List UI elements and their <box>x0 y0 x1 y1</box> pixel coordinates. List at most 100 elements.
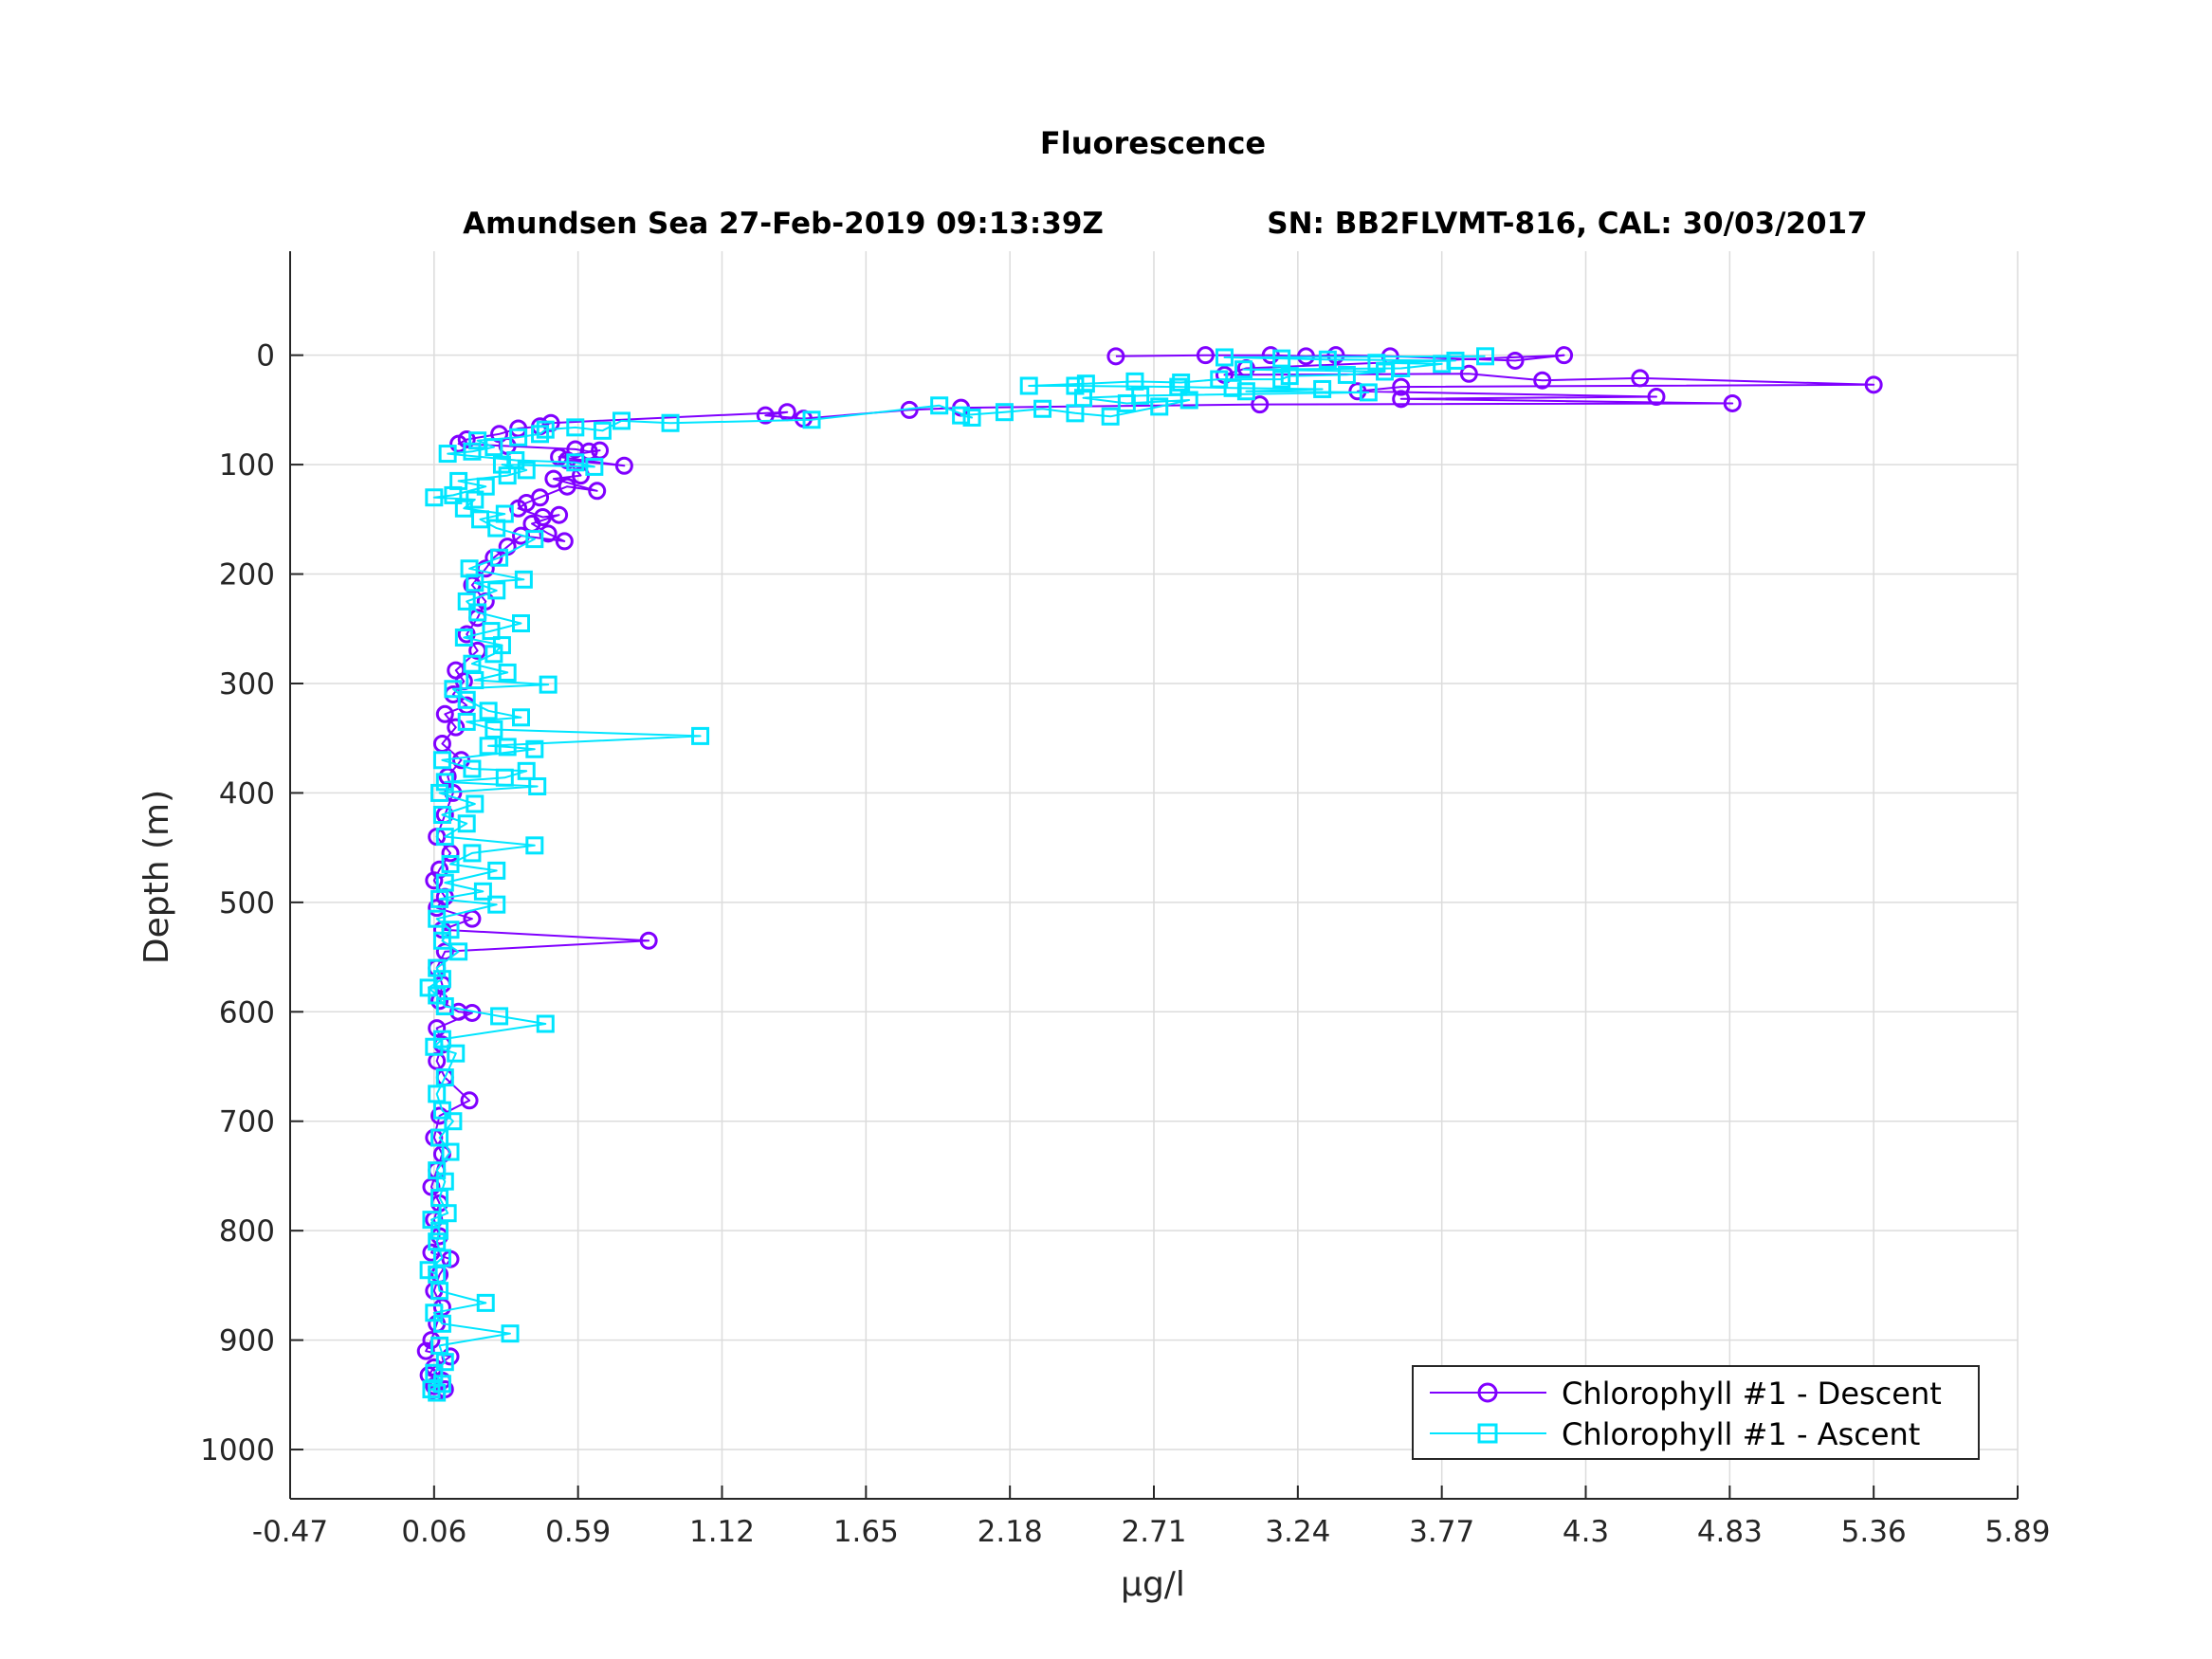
x-tick-label: 2.71 <box>1121 1515 1186 1549</box>
data-point <box>476 1293 495 1312</box>
data-point <box>490 1007 509 1026</box>
data-point <box>536 420 555 439</box>
legend-descent-marker <box>1477 1382 1498 1403</box>
y-tick-label: 300 <box>219 667 275 702</box>
data-point <box>1215 348 1234 367</box>
data-point <box>531 425 550 444</box>
data-point <box>468 603 487 622</box>
data-point <box>501 1324 520 1343</box>
data-point <box>441 921 460 939</box>
data-point <box>490 425 509 444</box>
data-point <box>428 1232 447 1251</box>
data-point <box>435 873 454 892</box>
data-point <box>1150 397 1169 416</box>
series-layer <box>416 346 1883 1402</box>
data-point <box>487 581 506 600</box>
data-point <box>512 613 531 632</box>
data-point <box>1125 372 1144 391</box>
data-point <box>536 1014 555 1033</box>
data-point <box>585 457 604 476</box>
data-point <box>517 761 536 780</box>
data-point <box>1506 351 1525 370</box>
y-tick-label: 400 <box>219 776 275 811</box>
data-point <box>509 428 528 447</box>
data-point <box>1210 370 1229 389</box>
data-point <box>1251 395 1270 414</box>
data-point <box>466 794 484 813</box>
x-tick-label: 0.06 <box>401 1515 466 1549</box>
data-point <box>525 739 544 758</box>
x-tick-label: 5.36 <box>1841 1515 1907 1549</box>
data-point <box>1169 377 1188 396</box>
y-axis-label: Depth (m) <box>137 790 176 964</box>
data-point <box>466 490 484 509</box>
data-point <box>1019 376 1038 395</box>
data-point <box>435 828 454 847</box>
series-line <box>428 355 1486 1394</box>
data-point <box>495 768 514 787</box>
data-point <box>449 471 468 490</box>
data-point <box>528 776 547 795</box>
data-point <box>463 442 482 461</box>
data-point <box>473 882 492 901</box>
data-point <box>1459 364 1478 383</box>
chart-subtitle-left: Amundsen Sea 27-Feb-2019 09:13:39Z <box>463 207 1104 241</box>
chart-title: Fluorescence <box>1040 125 1266 161</box>
data-point <box>425 488 444 507</box>
data-point <box>1647 388 1666 407</box>
x-tick-label: -0.47 <box>252 1515 328 1549</box>
data-point <box>1172 374 1191 392</box>
data-point <box>495 504 514 523</box>
data-point <box>756 406 775 425</box>
data-point <box>457 592 476 611</box>
data-point <box>422 1243 441 1262</box>
data-point <box>555 532 574 551</box>
data-point <box>447 718 466 737</box>
data-point <box>428 1161 447 1180</box>
data-point <box>1392 359 1411 378</box>
data-point <box>484 720 503 738</box>
data-point <box>517 461 536 480</box>
data-point <box>566 418 585 437</box>
data-point <box>1033 399 1052 418</box>
data-point <box>492 636 511 655</box>
data-point <box>435 1068 454 1087</box>
data-point <box>1337 365 1356 384</box>
data-point <box>1723 393 1742 412</box>
data-point <box>506 450 525 469</box>
data-point <box>425 1304 444 1322</box>
data-point <box>1261 346 1280 365</box>
y-tick-label: 1000 <box>200 1433 275 1468</box>
data-point <box>468 431 487 450</box>
data-point <box>454 628 473 647</box>
legend: Chlorophyll #1 - Descent Chlorophyll #1 … <box>1412 1365 1980 1460</box>
data-point <box>482 622 501 641</box>
x-ticks: -0.47 0.06 0.59 1.12 1.65 2.18 2.71 3.24 3.77 4.3… <box>252 1486 2051 1549</box>
data-point <box>509 499 528 518</box>
data-point <box>425 1363 444 1382</box>
data-point <box>1280 367 1299 386</box>
data-point <box>539 675 558 694</box>
data-point <box>1555 346 1574 365</box>
data-point <box>1433 355 1452 374</box>
data-point <box>1106 347 1125 366</box>
data-point <box>544 469 563 488</box>
legend-ascent-marker <box>1477 1423 1498 1444</box>
data-point <box>1864 375 1883 394</box>
data-point <box>449 1002 468 1021</box>
data-point <box>1392 390 1411 409</box>
x-tick-label: 2.18 <box>978 1515 1043 1549</box>
data-point <box>566 453 585 472</box>
data-point <box>661 413 680 432</box>
data-point <box>525 836 544 855</box>
y-tick-label: 800 <box>219 1214 275 1249</box>
data-point <box>432 751 451 770</box>
data-point <box>614 456 633 475</box>
legend-descent-label: Chlorophyll #1 - Descent <box>1562 1376 1942 1412</box>
data-point <box>432 970 451 989</box>
data-point <box>1234 360 1253 379</box>
data-point <box>1359 383 1378 402</box>
data-point <box>428 909 447 928</box>
data-point <box>930 396 949 415</box>
data-point <box>447 1044 466 1063</box>
